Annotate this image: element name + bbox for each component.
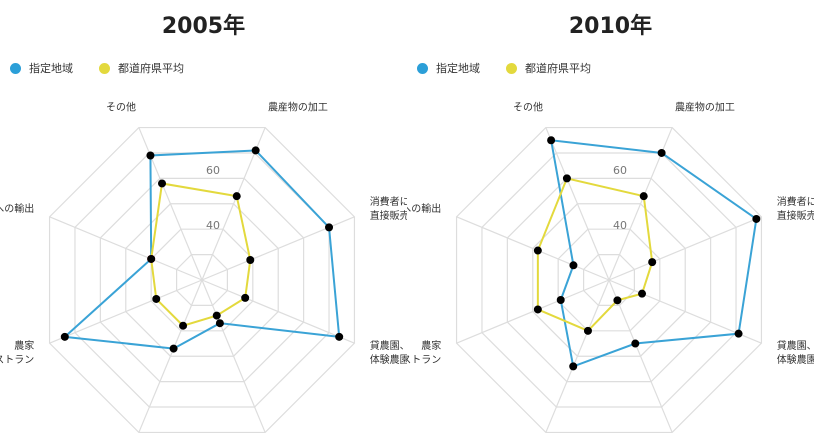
tick-label-40: 40 <box>613 219 627 232</box>
legend-label-region: 指定地域 <box>29 62 73 75</box>
series-prefecture-average-markers <box>533 174 657 335</box>
legend-2005: 指定地域 都道府県平均 <box>10 60 210 76</box>
axis-label-axis-1: 直接販売 <box>370 209 407 222</box>
axis-label-axis-1: 消費者に <box>777 195 814 208</box>
legend-marker-prefecture-average <box>506 62 517 74</box>
legend-marker-prefecture-average <box>99 62 110 74</box>
series-region-point-axis-2[interactable] <box>335 332 344 341</box>
axis-label-axis-5: 農家 <box>14 339 34 352</box>
series-prefecture-average-line <box>536 177 654 333</box>
tick-label-40: 40 <box>206 219 220 232</box>
axis-label-axis-0: 農産物の加工 <box>675 100 735 113</box>
series-region-point-axis-3[interactable] <box>631 339 640 348</box>
series-region-point-axis-4[interactable] <box>569 362 578 371</box>
axis-label-axis-5: 農家 <box>421 339 441 352</box>
series-prefecture-average-point-axis-2[interactable] <box>638 289 647 298</box>
legend-item-prefecture-average[interactable]: 都道府県平均 <box>99 60 184 76</box>
grid-spoke <box>201 279 266 433</box>
axis-label-axis-0: 農産物の加工 <box>268 100 328 113</box>
tick-label-60: 60 <box>206 164 220 177</box>
axis-label-axis-6: 海外への輸出 <box>407 202 441 215</box>
series-prefecture-average-point-axis-7[interactable] <box>562 174 571 183</box>
radar-chart-2005: 4060農産物の加工消費者に直接販売貸農園、体験農園等観光農園農家民宿農家レスト… <box>0 100 407 434</box>
series-region-point-axis-4[interactable] <box>169 344 178 353</box>
legend-marker-region <box>417 62 428 74</box>
grid-spoke <box>608 279 673 433</box>
axis-label-axis-2: 貸農園、 <box>777 339 814 352</box>
series-prefecture-average-point-axis-0[interactable] <box>639 192 648 201</box>
series-prefecture-average-point-axis-1[interactable] <box>246 256 255 265</box>
axis-label-axis-5: レストラン <box>0 354 34 366</box>
series-prefecture-average-point-axis-2[interactable] <box>241 293 250 302</box>
series-region-point-axis-1[interactable] <box>325 223 334 232</box>
series-prefecture-average-point-axis-0[interactable] <box>232 192 241 201</box>
grid-spoke <box>545 127 610 281</box>
grid-spoke <box>456 279 610 344</box>
series-region-markers <box>60 146 344 353</box>
series-prefecture-average <box>536 177 654 333</box>
grid-spoke <box>138 279 203 433</box>
chart-title-2010: 2010年 <box>568 14 653 39</box>
grid-spoke <box>201 279 355 344</box>
series-region-point-axis-2[interactable] <box>734 329 743 338</box>
series-prefecture-average-markers <box>147 179 255 330</box>
series-region-point-axis-0[interactable] <box>657 148 666 157</box>
grid-spoke <box>49 279 203 344</box>
grid-spoke <box>608 216 762 281</box>
legend-item-region[interactable]: 指定地域 <box>10 60 73 76</box>
series-prefecture-average-point-axis-3[interactable] <box>212 311 221 320</box>
series-prefecture-average-point-axis-5[interactable] <box>152 294 161 303</box>
legend-marker-region <box>10 62 21 74</box>
axis-label-axis-7: その他 <box>106 100 136 113</box>
series-region-point-axis-7[interactable] <box>146 151 155 160</box>
axis-label-axis-1: 直接販売 <box>777 209 814 222</box>
series-region-point-axis-1[interactable] <box>752 214 761 223</box>
series-prefecture-average-point-axis-3[interactable] <box>613 296 622 305</box>
series-prefecture-average-point-axis-5[interactable] <box>533 305 542 314</box>
chart-panel-2010: 4060農産物の加工消費者に直接販売貸農園、体験農園等観光農園農家民宿農家レスト… <box>407 0 814 441</box>
series-region-point-axis-6[interactable] <box>569 261 578 270</box>
grid-spoke <box>49 216 203 281</box>
axis-label-axis-2: 体験農園等 <box>370 353 407 366</box>
grid-spoke <box>456 216 610 281</box>
series-prefecture-average-point-axis-6[interactable] <box>147 254 156 263</box>
legend-label-prefecture-average: 都道府県平均 <box>525 62 591 75</box>
series-region <box>62 149 341 350</box>
series-prefecture-average-point-axis-1[interactable] <box>648 258 657 267</box>
radar-grid <box>48 126 356 434</box>
axis-label-axis-6: 海外への輸出 <box>0 202 34 215</box>
axis-label-axis-2: 貸農園、 <box>370 339 407 352</box>
series-region-point-axis-5[interactable] <box>60 332 69 341</box>
tick-label-60: 60 <box>613 164 627 177</box>
series-prefecture-average-point-axis-6[interactable] <box>533 246 542 255</box>
legend-label-prefecture-average: 都道府県平均 <box>118 62 184 75</box>
legend-item-prefecture-average[interactable]: 都道府県平均 <box>506 60 591 76</box>
series-region-point-axis-5[interactable] <box>556 295 565 304</box>
legend-2010: 指定地域 都道府県平均 <box>417 60 617 76</box>
legend-label-region: 指定地域 <box>436 62 480 75</box>
chart-panel-2005: 4060農産物の加工消費者に直接販売貸農園、体験農園等観光農園農家民宿農家レスト… <box>0 14 407 434</box>
legend-item-region[interactable]: 指定地域 <box>417 60 480 76</box>
axis-label-axis-7: その他 <box>513 100 543 113</box>
series-prefecture-average-point-axis-7[interactable] <box>158 179 167 188</box>
axis-label-axis-1: 消費者に <box>370 195 407 208</box>
series-region-line <box>62 149 341 350</box>
axis-label-axis-2: 体験農園等 <box>777 353 814 366</box>
radar-grid <box>455 126 763 434</box>
series-prefecture-average-point-axis-4[interactable] <box>583 326 592 335</box>
radar-chart-2010: 4060農産物の加工消費者に直接販売貸農園、体験農園等観光農園農家民宿農家レスト… <box>407 100 814 434</box>
grid-spoke <box>545 279 610 433</box>
series-region-markers <box>547 136 761 371</box>
series-region-point-axis-3[interactable] <box>215 319 224 328</box>
axis-label-axis-5: レストラン <box>407 354 441 366</box>
series-region-point-axis-0[interactable] <box>251 146 260 155</box>
series-prefecture-average-point-axis-4[interactable] <box>179 321 188 330</box>
series-region-point-axis-7[interactable] <box>547 136 556 145</box>
chart-title-2005: 2005年 <box>161 14 246 39</box>
